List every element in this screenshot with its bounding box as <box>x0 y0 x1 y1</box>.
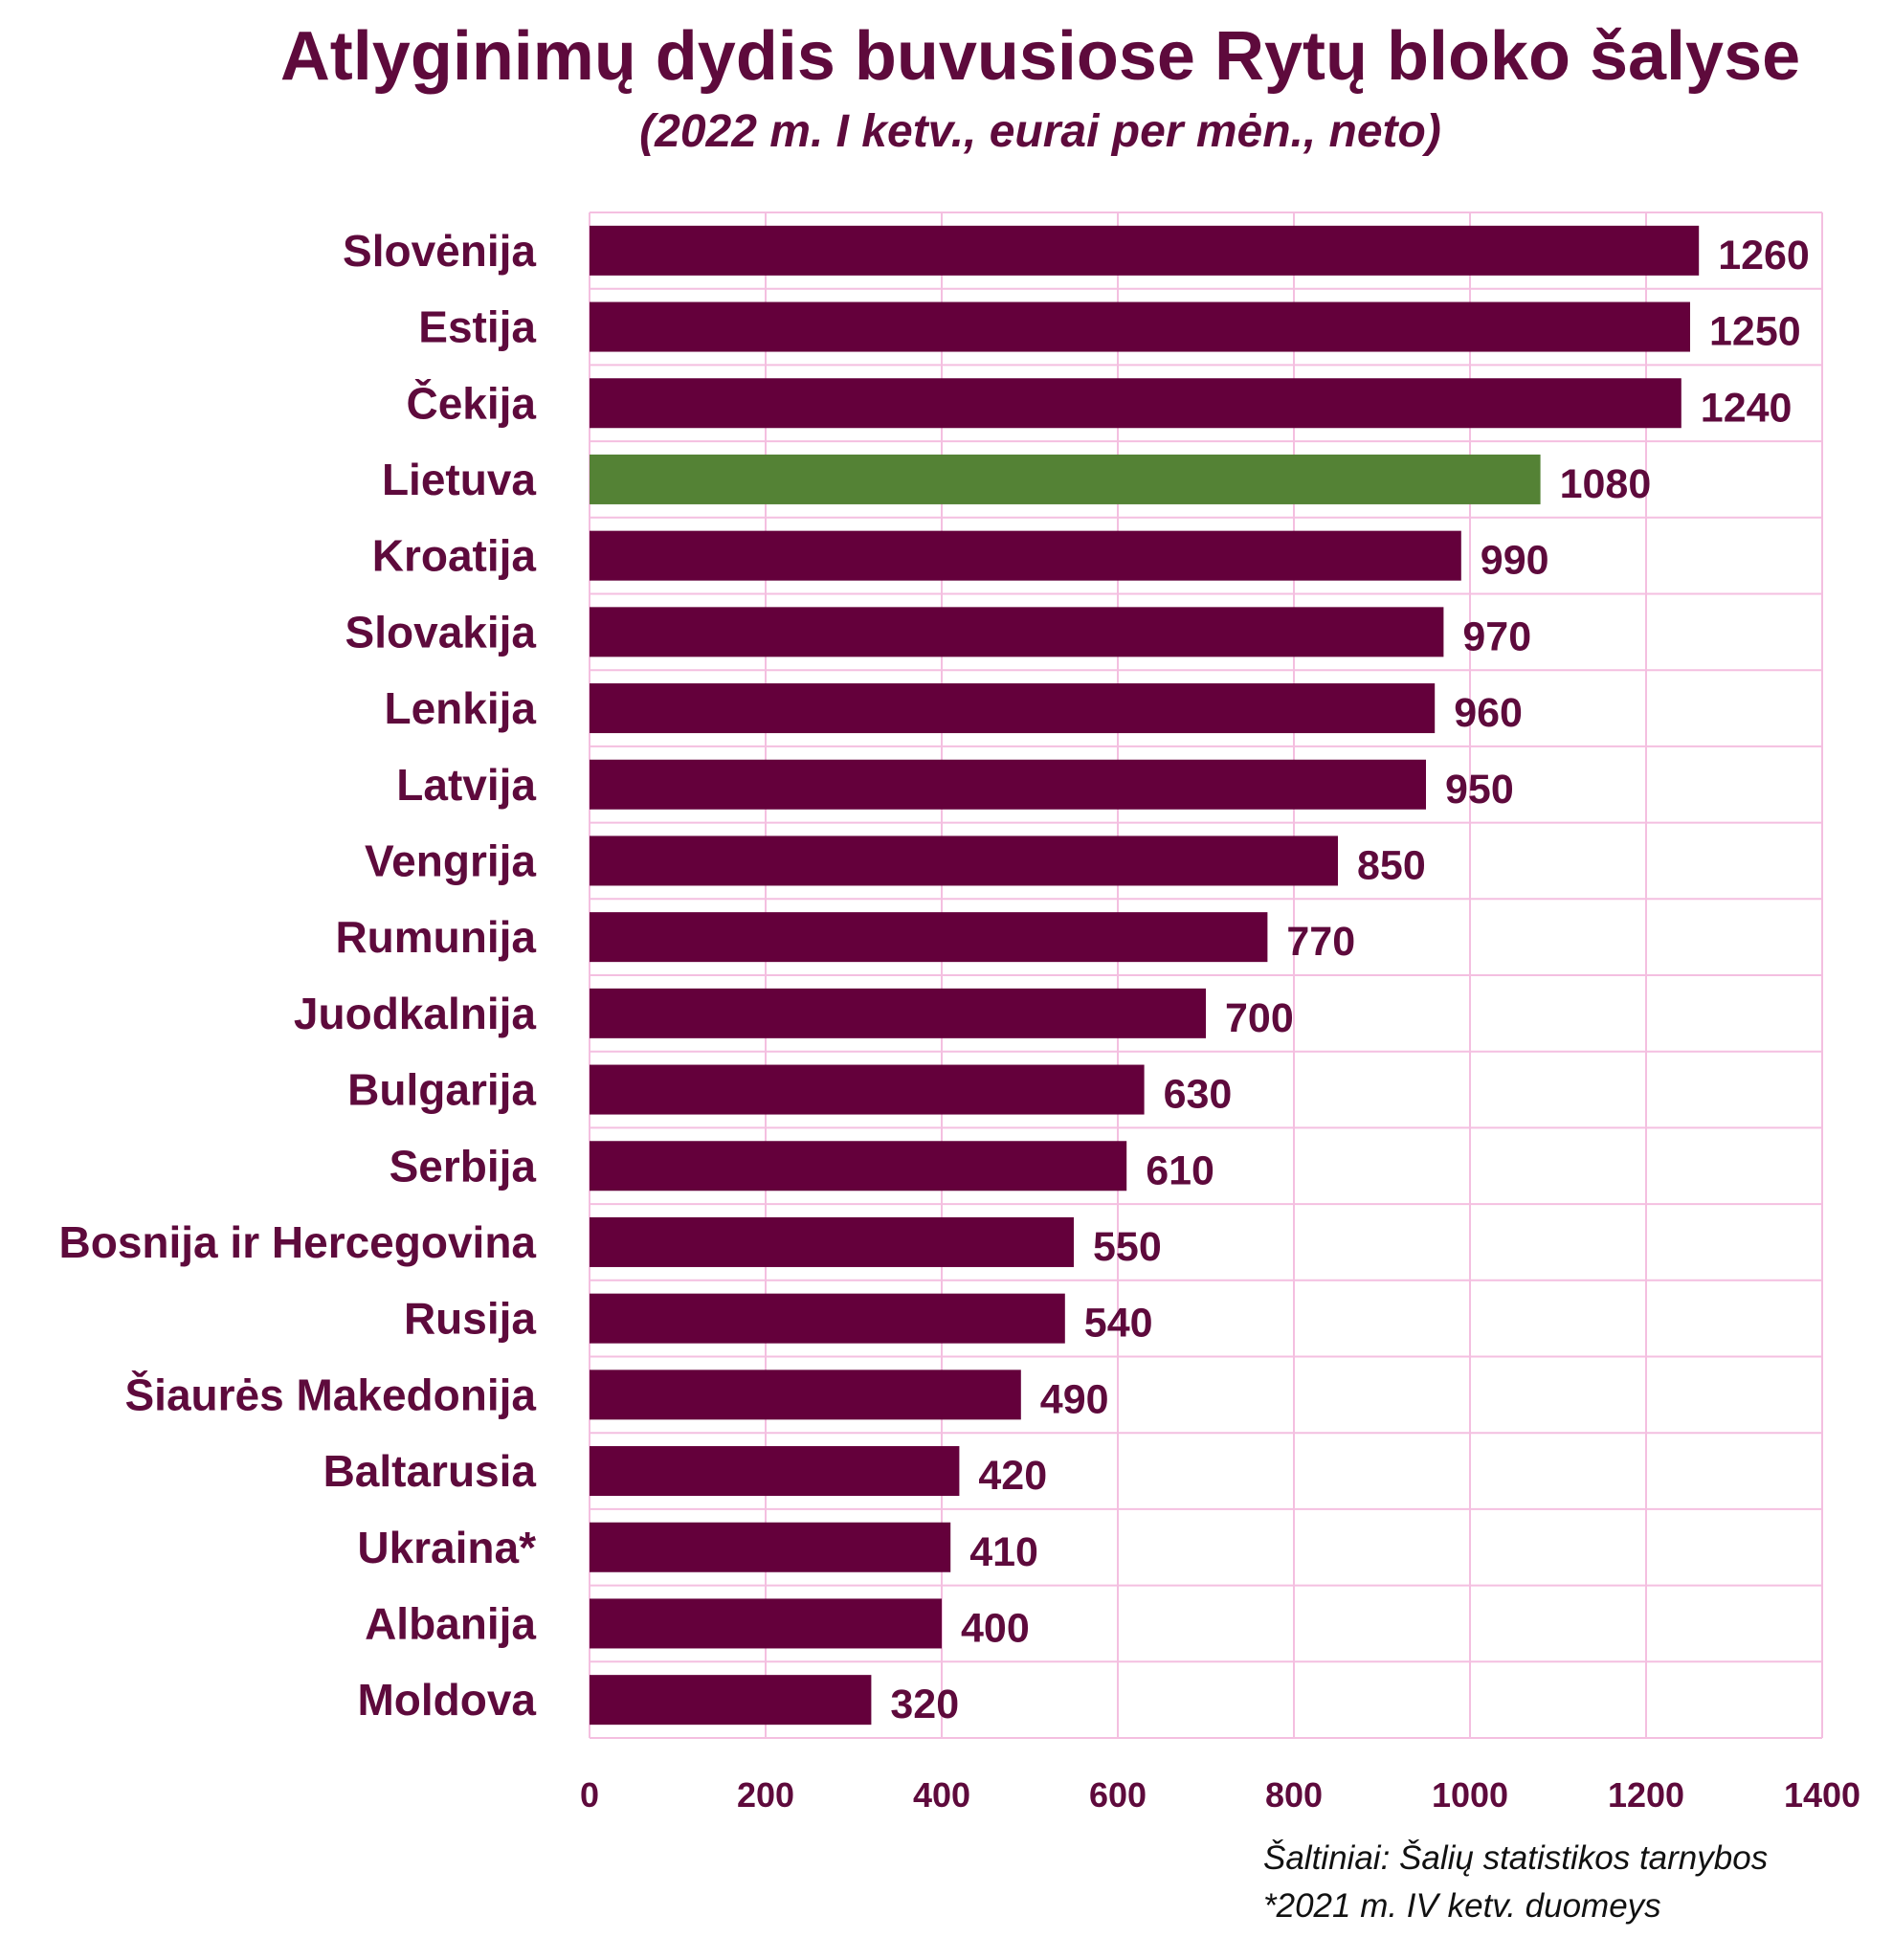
data-label: 540 <box>1084 1301 1153 1347</box>
data-label: 960 <box>1454 690 1523 736</box>
bar <box>590 912 1268 963</box>
data-label: 610 <box>1146 1147 1214 1193</box>
data-label: 400 <box>961 1605 1030 1651</box>
category-label: Ukraina* <box>357 1523 536 1572</box>
bar <box>590 1675 872 1726</box>
bar <box>590 1370 1021 1420</box>
bar <box>590 1293 1065 1344</box>
category-label: Albanija <box>365 1598 536 1648</box>
bar <box>590 530 1461 581</box>
source-note: Šaltiniai: Šalių statistikos tarnybos <box>1263 1839 1769 1877</box>
chart-subtitle: (2022 m. I ketv., eurai per mėn., neto) <box>639 106 1441 157</box>
category-label: Bosnija ir Hercegovina <box>59 1217 537 1267</box>
data-label: 990 <box>1481 538 1549 584</box>
x-tick-label: 600 <box>1089 1775 1147 1815</box>
data-label: 1080 <box>1560 461 1652 507</box>
data-label: 550 <box>1093 1224 1162 1270</box>
data-label: 700 <box>1225 995 1294 1041</box>
bar <box>590 1598 942 1649</box>
bar <box>590 1064 1145 1115</box>
data-label: 770 <box>1286 919 1355 965</box>
bar <box>590 1522 951 1572</box>
category-label: Kroatija <box>372 531 537 581</box>
x-tick-label: 200 <box>737 1775 794 1815</box>
x-tick-label: 1200 <box>1608 1775 1684 1815</box>
category-label: Serbija <box>390 1141 537 1191</box>
data-label: 320 <box>890 1682 959 1727</box>
x-tick-label: 800 <box>1265 1775 1323 1815</box>
x-tick-label: 400 <box>913 1775 970 1815</box>
bar <box>590 378 1681 429</box>
bar <box>590 1446 960 1497</box>
bar <box>590 301 1690 352</box>
category-label: Moldova <box>357 1675 536 1725</box>
category-label: Rusija <box>404 1294 536 1344</box>
bar <box>590 835 1338 886</box>
data-label: 630 <box>1164 1072 1233 1118</box>
data-label: 950 <box>1445 767 1514 813</box>
chart-title: Atlyginimų dydis buvusiose Rytų bloko ša… <box>279 18 1801 95</box>
bar <box>590 1216 1074 1267</box>
category-label: Slovėnija <box>343 226 536 276</box>
x-tick-label: 1400 <box>1784 1775 1860 1815</box>
category-label: Lenkija <box>384 683 536 733</box>
bar <box>590 607 1444 657</box>
bar <box>590 759 1426 810</box>
x-tick-label: 0 <box>580 1775 599 1815</box>
category-label: Baltarusia <box>323 1446 537 1496</box>
x-tick-label: 1000 <box>1432 1775 1508 1815</box>
bar <box>590 454 1541 504</box>
bar <box>590 1141 1127 1192</box>
data-label: 850 <box>1357 842 1426 888</box>
data-label: 1260 <box>1718 233 1810 278</box>
category-label: Estija <box>418 302 536 352</box>
data-label: 1250 <box>1709 309 1801 355</box>
bar <box>590 988 1206 1038</box>
category-label: Vengrija <box>365 835 536 885</box>
data-label: 970 <box>1462 613 1531 659</box>
data-label: 420 <box>978 1453 1047 1499</box>
category-label: Rumunija <box>335 912 536 962</box>
data-label: 490 <box>1040 1376 1109 1422</box>
category-label: Lietuva <box>382 455 536 504</box>
footnote: *2021 m. IV ketv. duomeys <box>1263 1887 1661 1925</box>
bar <box>590 225 1700 276</box>
data-label: 1240 <box>1701 385 1793 431</box>
bar <box>590 683 1436 734</box>
category-label: Čekija <box>406 378 536 428</box>
category-label: Latvija <box>396 760 536 810</box>
category-label: Juodkalnija <box>294 989 536 1038</box>
category-label: Slovakija <box>345 607 537 657</box>
data-label: 410 <box>969 1529 1038 1575</box>
category-label: Šiaurės Makedonija <box>125 1370 537 1419</box>
category-label: Bulgarija <box>347 1065 536 1115</box>
